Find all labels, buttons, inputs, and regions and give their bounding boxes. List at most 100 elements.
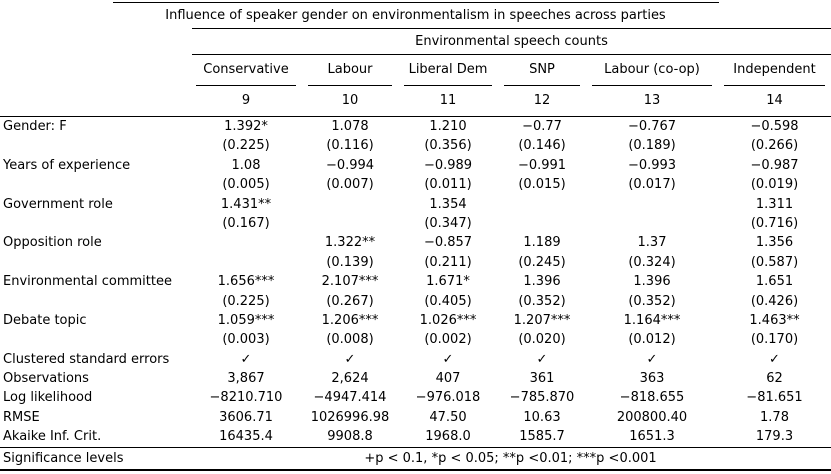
stat-cell: 3606.71	[219, 409, 273, 425]
coef-se-row-government-role: (0.167) (0.347) (0.716)	[0, 214, 831, 233]
column-group-label: Environmental speech counts	[415, 34, 608, 49]
se-cell: (0.139)	[326, 254, 374, 270]
model-number-row: 9 10 11 12 13 14	[0, 86, 831, 116]
se-cell: (0.426)	[750, 293, 799, 309]
estimate-cell: 1.671*	[426, 274, 470, 290]
model-number: 14	[766, 93, 783, 108]
se-cell	[190, 253, 302, 272]
estimate-cell: 1.392*	[224, 119, 268, 134]
estimate-cell: 1.026***	[419, 312, 477, 328]
stat-cell: 200800.40	[616, 409, 688, 425]
estimate-cell: 2.107***	[321, 274, 379, 290]
se-cell: (0.020)	[518, 332, 566, 348]
notes-rule	[0, 446, 831, 448]
se-cell	[586, 214, 718, 233]
stat-cell: 407	[435, 371, 461, 387]
estimate-cell: 1.656***	[217, 274, 275, 290]
estimate-cell: 1.206***	[321, 312, 379, 328]
stat-cell: 10.63	[523, 409, 561, 425]
row-label-empty	[0, 253, 190, 272]
se-cell: (0.347)	[424, 215, 472, 231]
se-cell: (0.017)	[628, 177, 676, 193]
estimate-cell: 1.396	[633, 274, 671, 290]
estimate-cell: 1.431**	[220, 196, 272, 212]
title-rule	[192, 28, 831, 29]
estimate-cell: −0.987	[750, 157, 799, 173]
stat-row-clustered-se: Clustered standard errors ✓ ✓ ✓ ✓ ✓ ✓	[0, 350, 831, 369]
column-header-independent: Independent	[724, 55, 825, 86]
row-label-empty	[0, 292, 190, 311]
checkmark-icon: ✓	[646, 351, 658, 367]
column-header-labour-coop: Labour (co-op)	[592, 55, 712, 86]
se-cell: (0.015)	[518, 177, 566, 193]
se-cell: (0.405)	[424, 293, 472, 309]
estimate-cell: 1.37	[637, 235, 667, 251]
estimate-cell: 1.322**	[324, 235, 376, 251]
estimate-cell: 1.354	[429, 196, 467, 212]
se-cell: (0.356)	[424, 138, 472, 154]
se-cell: (0.007)	[326, 177, 374, 193]
coef-se-row-opposition-role: (0.139) (0.211) (0.245) (0.324) (0.587)	[0, 253, 831, 272]
stat-cell: −8210.710	[209, 390, 283, 406]
estimate-cell: −0.598	[750, 119, 799, 134]
se-cell: (0.245)	[518, 254, 566, 270]
estimate-cell: 1.210	[429, 119, 467, 134]
column-header-liberal-dem: Liberal Dem	[404, 55, 492, 86]
estimate-cell: 1.396	[523, 274, 561, 290]
model-number: 11	[439, 93, 457, 108]
row-label: Akaike Inf. Crit.	[3, 429, 102, 445]
stat-cell: −818.655	[619, 390, 685, 406]
column-header-snp: SNP	[504, 55, 580, 86]
se-cell: (0.225)	[222, 138, 270, 154]
estimate-cell: −0.77	[522, 119, 562, 134]
row-label-empty	[0, 330, 190, 349]
se-cell: (0.225)	[222, 293, 270, 309]
se-cell: (0.211)	[424, 254, 472, 270]
estimate-cell: 1.078	[331, 119, 369, 134]
stat-cell: 361	[529, 371, 555, 387]
estimate-cell: 1.311	[755, 196, 794, 212]
row-label-empty	[0, 136, 190, 155]
estimate-cell: 1.059***	[217, 312, 275, 328]
estimate-cell: −0.991	[517, 157, 567, 173]
se-cell: (0.003)	[222, 332, 270, 348]
se-cell: (0.019)	[750, 177, 799, 193]
checkmark-icon: ✓	[536, 351, 548, 367]
row-label: Opposition role	[3, 235, 102, 251]
stat-cell: −785.870	[509, 390, 575, 406]
estimate-cell: 1.189	[523, 235, 561, 251]
coef-row-government-role: Government role 1.431** 1.354 1.311	[0, 195, 831, 214]
estimate-cell: −0.857	[423, 235, 473, 251]
row-label: Log likelihood	[3, 390, 93, 406]
estimate-cell	[498, 195, 586, 214]
estimate-cell: −0.994	[325, 157, 375, 173]
checkmark-icon: ✓	[442, 351, 454, 367]
row-label: Environmental committee	[3, 274, 172, 290]
group-rule	[192, 54, 831, 55]
se-cell	[302, 214, 398, 233]
coef-row-experience: Years of experience 1.08 −0.994 −0.989 −…	[0, 156, 831, 175]
model-number: 12	[533, 93, 551, 108]
bottom-rule	[0, 468, 831, 471]
estimate-cell: 1.463**	[749, 312, 800, 328]
estimate-cell: 1.207***	[513, 312, 571, 328]
header-body-rule	[0, 116, 831, 117]
top-rule	[112, 2, 719, 3]
model-number: 9	[241, 93, 251, 108]
stat-row-log-likelihood: Log likelihood −8210.710 −4947.414 −976.…	[0, 388, 831, 407]
row-label: Government role	[3, 196, 113, 212]
se-cell: (0.587)	[750, 254, 799, 270]
model-number: 13	[643, 93, 661, 108]
stat-cell: 3,867	[227, 371, 265, 387]
estimate-cell: −0.993	[627, 157, 677, 173]
checkmark-icon: ✓	[344, 351, 356, 367]
row-label: Debate topic	[3, 312, 87, 328]
stat-cell: 179.3	[755, 429, 794, 445]
coef-row-environmental-committee: Environmental committee 1.656*** 2.107**…	[0, 272, 831, 291]
se-cell	[498, 214, 586, 233]
estimate-cell: 1.08	[231, 157, 261, 173]
row-label: Clustered standard errors	[3, 351, 170, 367]
se-cell: (0.116)	[326, 138, 374, 154]
se-cell: (0.324)	[628, 254, 676, 270]
